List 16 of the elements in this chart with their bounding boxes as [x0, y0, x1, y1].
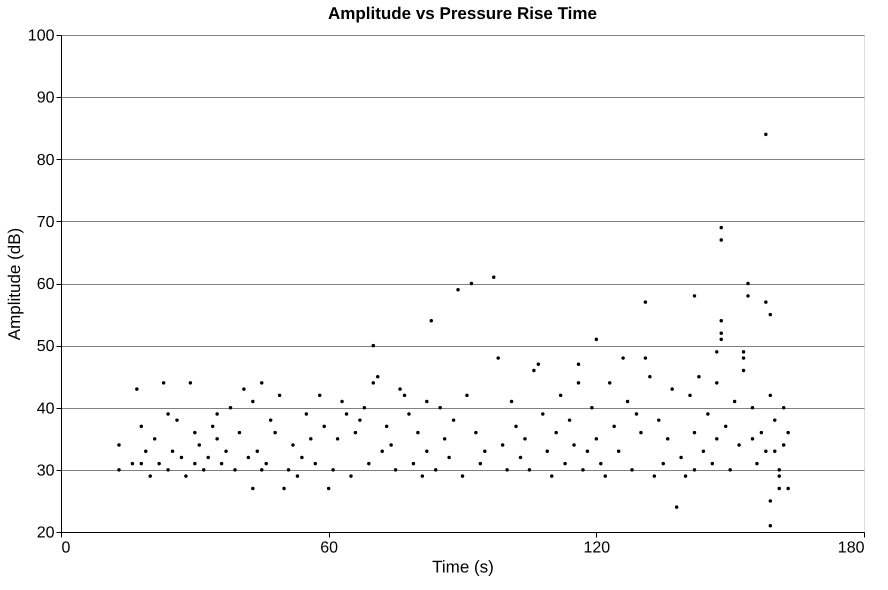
y-tick-label: 100	[28, 28, 55, 44]
chart-title: Amplitude vs Pressure Rise Time	[328, 4, 597, 23]
x-tick-label: 180	[838, 540, 865, 556]
y-tick-label: 70	[36, 214, 55, 231]
x-axis-title: Time (s)	[432, 558, 494, 576]
y-tick-label: 30	[36, 462, 55, 480]
y-tick-label: 40	[36, 400, 55, 418]
y-tick-label: 60	[36, 276, 55, 293]
y-axis-title: Amplitude (dB)	[4, 228, 24, 340]
y-tick-label: 90	[36, 90, 55, 107]
x-tick-label: 0	[62, 540, 70, 556]
y-tick-label: 50	[36, 338, 55, 356]
y-tick-label: 20	[36, 524, 55, 542]
x-tick-label: 120	[583, 540, 610, 556]
x-tick-label: 60	[320, 540, 338, 556]
y-tick-label: 80	[36, 152, 55, 169]
